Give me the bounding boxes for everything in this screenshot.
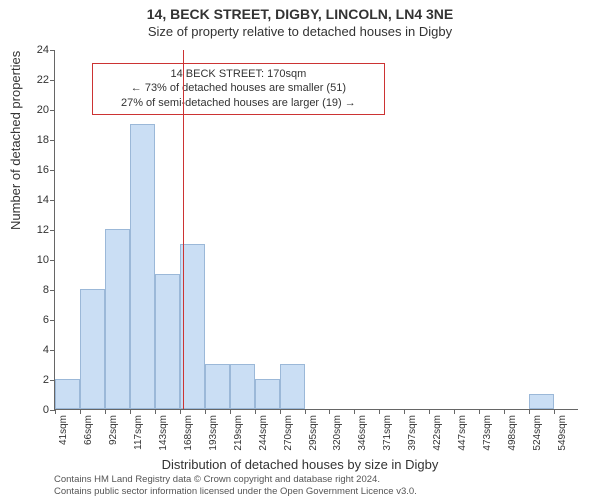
x-tick-mark — [55, 409, 56, 414]
footer-line-2: Contains public sector information licen… — [54, 486, 417, 498]
x-tick-label: 498sqm — [507, 415, 518, 451]
x-tick-label: 549sqm — [557, 415, 568, 451]
chart-container: 14, BECK STREET, DIGBY, LINCOLN, LN4 3NE… — [0, 0, 600, 500]
y-tick-mark — [50, 350, 55, 351]
x-tick-mark — [155, 409, 156, 414]
y-tick-mark — [50, 260, 55, 261]
annotation-line-1: 14 BECK STREET: 170sqm — [101, 67, 376, 82]
x-tick-label: 524sqm — [532, 415, 543, 451]
y-tick-mark — [50, 170, 55, 171]
x-tick-label: 168sqm — [183, 415, 194, 451]
histogram-bar — [80, 289, 105, 409]
y-tick-mark — [50, 320, 55, 321]
x-tick-mark — [429, 409, 430, 414]
x-axis-label: Distribution of detached houses by size … — [0, 457, 600, 472]
x-tick-label: 295sqm — [308, 415, 319, 451]
histogram-bar — [155, 274, 180, 409]
x-tick-label: 371sqm — [382, 415, 393, 451]
y-tick-mark — [50, 290, 55, 291]
histogram-bar — [529, 394, 554, 409]
annotation-line-3: 27% of semi-detached houses are larger (… — [101, 96, 376, 111]
y-tick-mark — [50, 80, 55, 81]
x-tick-mark — [180, 409, 181, 414]
x-tick-mark — [529, 409, 530, 414]
attribution-footer: Contains HM Land Registry data © Crown c… — [54, 474, 417, 498]
x-tick-mark — [305, 409, 306, 414]
y-tick-mark — [50, 110, 55, 111]
x-tick-label: 270sqm — [283, 415, 294, 451]
x-tick-mark — [80, 409, 81, 414]
x-tick-mark — [280, 409, 281, 414]
chart-title-sub: Size of property relative to detached ho… — [0, 24, 600, 39]
x-tick-mark — [554, 409, 555, 414]
y-tick-mark — [50, 200, 55, 201]
x-tick-label: 447sqm — [457, 415, 468, 451]
x-tick-mark — [454, 409, 455, 414]
x-tick-label: 66sqm — [83, 415, 94, 445]
x-tick-mark — [504, 409, 505, 414]
x-tick-label: 397sqm — [407, 415, 418, 451]
x-tick-label: 41sqm — [58, 415, 69, 445]
y-tick-mark — [50, 50, 55, 51]
x-tick-label: 422sqm — [432, 415, 443, 451]
y-axis-label: Number of detached properties — [8, 51, 23, 230]
x-tick-mark — [329, 409, 330, 414]
x-tick-mark — [404, 409, 405, 414]
x-tick-label: 346sqm — [357, 415, 368, 451]
x-tick-label: 219sqm — [233, 415, 244, 451]
x-tick-mark — [130, 409, 131, 414]
x-tick-mark — [205, 409, 206, 414]
annotation-box: 14 BECK STREET: 170sqm ← 73% of detached… — [92, 63, 385, 116]
x-tick-mark — [105, 409, 106, 414]
histogram-bar — [255, 379, 280, 409]
x-tick-label: 320sqm — [332, 415, 343, 451]
y-tick-mark — [50, 230, 55, 231]
reference-vline — [183, 50, 184, 409]
x-tick-label: 473sqm — [482, 415, 493, 451]
x-tick-mark — [479, 409, 480, 414]
y-tick-mark — [50, 140, 55, 141]
x-tick-label: 117sqm — [133, 415, 144, 450]
x-tick-label: 143sqm — [158, 415, 169, 451]
footer-line-1: Contains HM Land Registry data © Crown c… — [54, 474, 417, 486]
x-tick-mark — [255, 409, 256, 414]
chart-title-main: 14, BECK STREET, DIGBY, LINCOLN, LN4 3NE — [0, 6, 600, 22]
x-tick-mark — [379, 409, 380, 414]
histogram-bar — [55, 379, 80, 409]
x-tick-mark — [230, 409, 231, 414]
annotation-line-2: ← 73% of detached houses are smaller (51… — [101, 81, 376, 96]
x-tick-label: 244sqm — [258, 415, 269, 451]
x-tick-label: 92sqm — [108, 415, 119, 445]
x-tick-label: 193sqm — [208, 415, 219, 451]
histogram-bar — [280, 364, 305, 409]
histogram-bar — [205, 364, 230, 409]
histogram-bar — [230, 364, 255, 409]
histogram-bar — [130, 124, 155, 409]
x-tick-mark — [354, 409, 355, 414]
plot-area: 14 BECK STREET: 170sqm ← 73% of detached… — [54, 50, 578, 410]
histogram-bar — [105, 229, 130, 409]
